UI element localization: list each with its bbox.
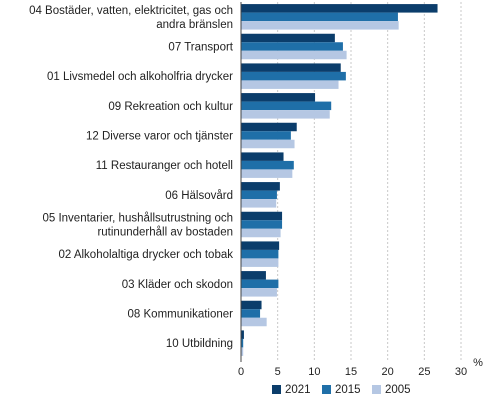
category-label-12: 10 Utbildning: [166, 338, 233, 350]
category-label-5: 12 Diverse varor och tjänster: [86, 131, 233, 143]
bar-2005-2: [241, 50, 347, 60]
bar-2021-3: [241, 63, 341, 72]
category-label-7: 06 Hälsovård: [165, 190, 233, 202]
x-tick-10: 10: [308, 366, 320, 378]
bars: [241, 4, 438, 356]
bar-2005-5: [241, 139, 295, 149]
bar-2015-5: [241, 131, 291, 140]
bar-2015-6: [241, 160, 294, 170]
category-label-8: 05 Inventarier, hushållsutrustning och ru…: [42, 213, 233, 239]
bar-2021-10: [241, 271, 266, 280]
bar-2021-11: [241, 300, 262, 310]
category-label-2: 07 Transport: [168, 42, 233, 54]
bar-2005-3: [241, 80, 339, 89]
bar-2015-10: [241, 279, 279, 289]
x-axis-unit-label: %: [473, 357, 483, 369]
bar-2021-12: [241, 330, 244, 339]
category-label-6: 11 Restauranger och hotell: [96, 160, 233, 172]
bar-2005-11: [241, 317, 267, 327]
bar-2021-2: [241, 33, 335, 43]
x-tick-5: 5: [275, 366, 281, 378]
legend-swatch-2015: [322, 385, 331, 394]
bar-2021-9: [241, 241, 280, 250]
bar-2005-4: [241, 110, 330, 119]
x-tick-15: 15: [345, 366, 357, 378]
legend-swatch-2021: [272, 385, 281, 394]
bar-2005-1: [241, 21, 399, 30]
bar-2005-12: [241, 347, 244, 356]
bar-2005-9: [241, 258, 279, 267]
legend-label-2015: 2015: [335, 384, 361, 396]
bar-2015-4: [241, 101, 332, 111]
x-tick-25: 25: [418, 366, 430, 378]
legend-label-2021: 2021: [285, 384, 311, 396]
category-label-3: 01 Livsmedel och alkoholfria drycker: [47, 71, 233, 83]
x-tick-30: 30: [455, 366, 467, 378]
category-labels: 04 Bostäder, vatten, elektricitet, gas o…: [29, 5, 234, 350]
legend-label-2005: 2005: [385, 384, 411, 396]
bar-2015-11: [241, 309, 261, 318]
x-tick-0: 0: [238, 366, 244, 378]
bar-2005-10: [241, 288, 277, 297]
category-label-10: 03 Kläder och skodon: [122, 279, 233, 291]
bar-2015-12: [241, 338, 244, 348]
legend: 2021 2015 2005: [272, 384, 411, 396]
category-label-4: 09 Rekreation och kultur: [108, 101, 233, 113]
bar-2015-9: [241, 249, 279, 259]
category-label-9: 02 Alkoholaltiga drycker och tobak: [58, 249, 233, 261]
bar-2005-7: [241, 199, 277, 208]
bar-2021-5: [241, 122, 297, 132]
bar-2005-6: [241, 169, 293, 178]
bar-2005-8: [241, 228, 281, 238]
bar-2015-7: [241, 190, 277, 200]
legend-swatch-2005: [372, 385, 381, 394]
bar-2021-4: [241, 93, 316, 102]
bar-2021-8: [241, 211, 283, 221]
bar-2021-1: [241, 4, 438, 13]
x-tick-20: 20: [382, 366, 394, 378]
x-tick-labels: 0 5 10 15 20 25 30: [238, 366, 467, 378]
grid-lines: [277, 2, 462, 362]
bar-2015-8: [241, 220, 283, 229]
bar-2015-1: [241, 12, 398, 22]
bar-2021-6: [241, 152, 284, 161]
bar-2021-7: [241, 182, 280, 191]
bar-2015-2: [241, 42, 343, 51]
category-label-11: 08 Kommunikationer: [128, 309, 234, 321]
category-label-1: 04 Bostäder, vatten, elektricitet, gas o…: [29, 5, 233, 31]
bar-2015-3: [241, 71, 346, 81]
